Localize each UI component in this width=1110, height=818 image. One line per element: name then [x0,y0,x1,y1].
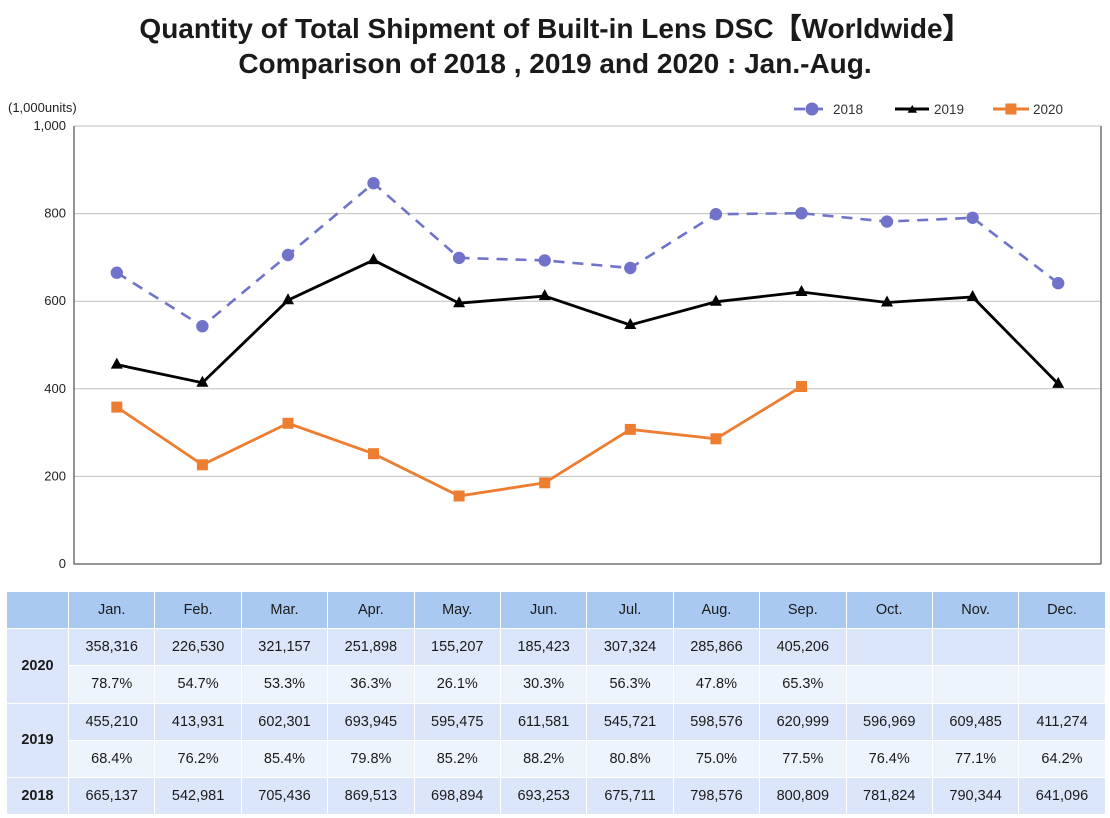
svg-text:800: 800 [44,206,66,221]
svg-text:2018: 2018 [833,102,863,117]
svg-text:600: 600 [44,293,66,308]
svg-text:2019: 2019 [934,102,964,117]
svg-text:1,000: 1,000 [33,118,66,133]
svg-text:400: 400 [44,381,66,396]
svg-text:2020: 2020 [1033,102,1063,117]
svg-text:200: 200 [44,468,66,483]
svg-text:0: 0 [59,556,66,571]
